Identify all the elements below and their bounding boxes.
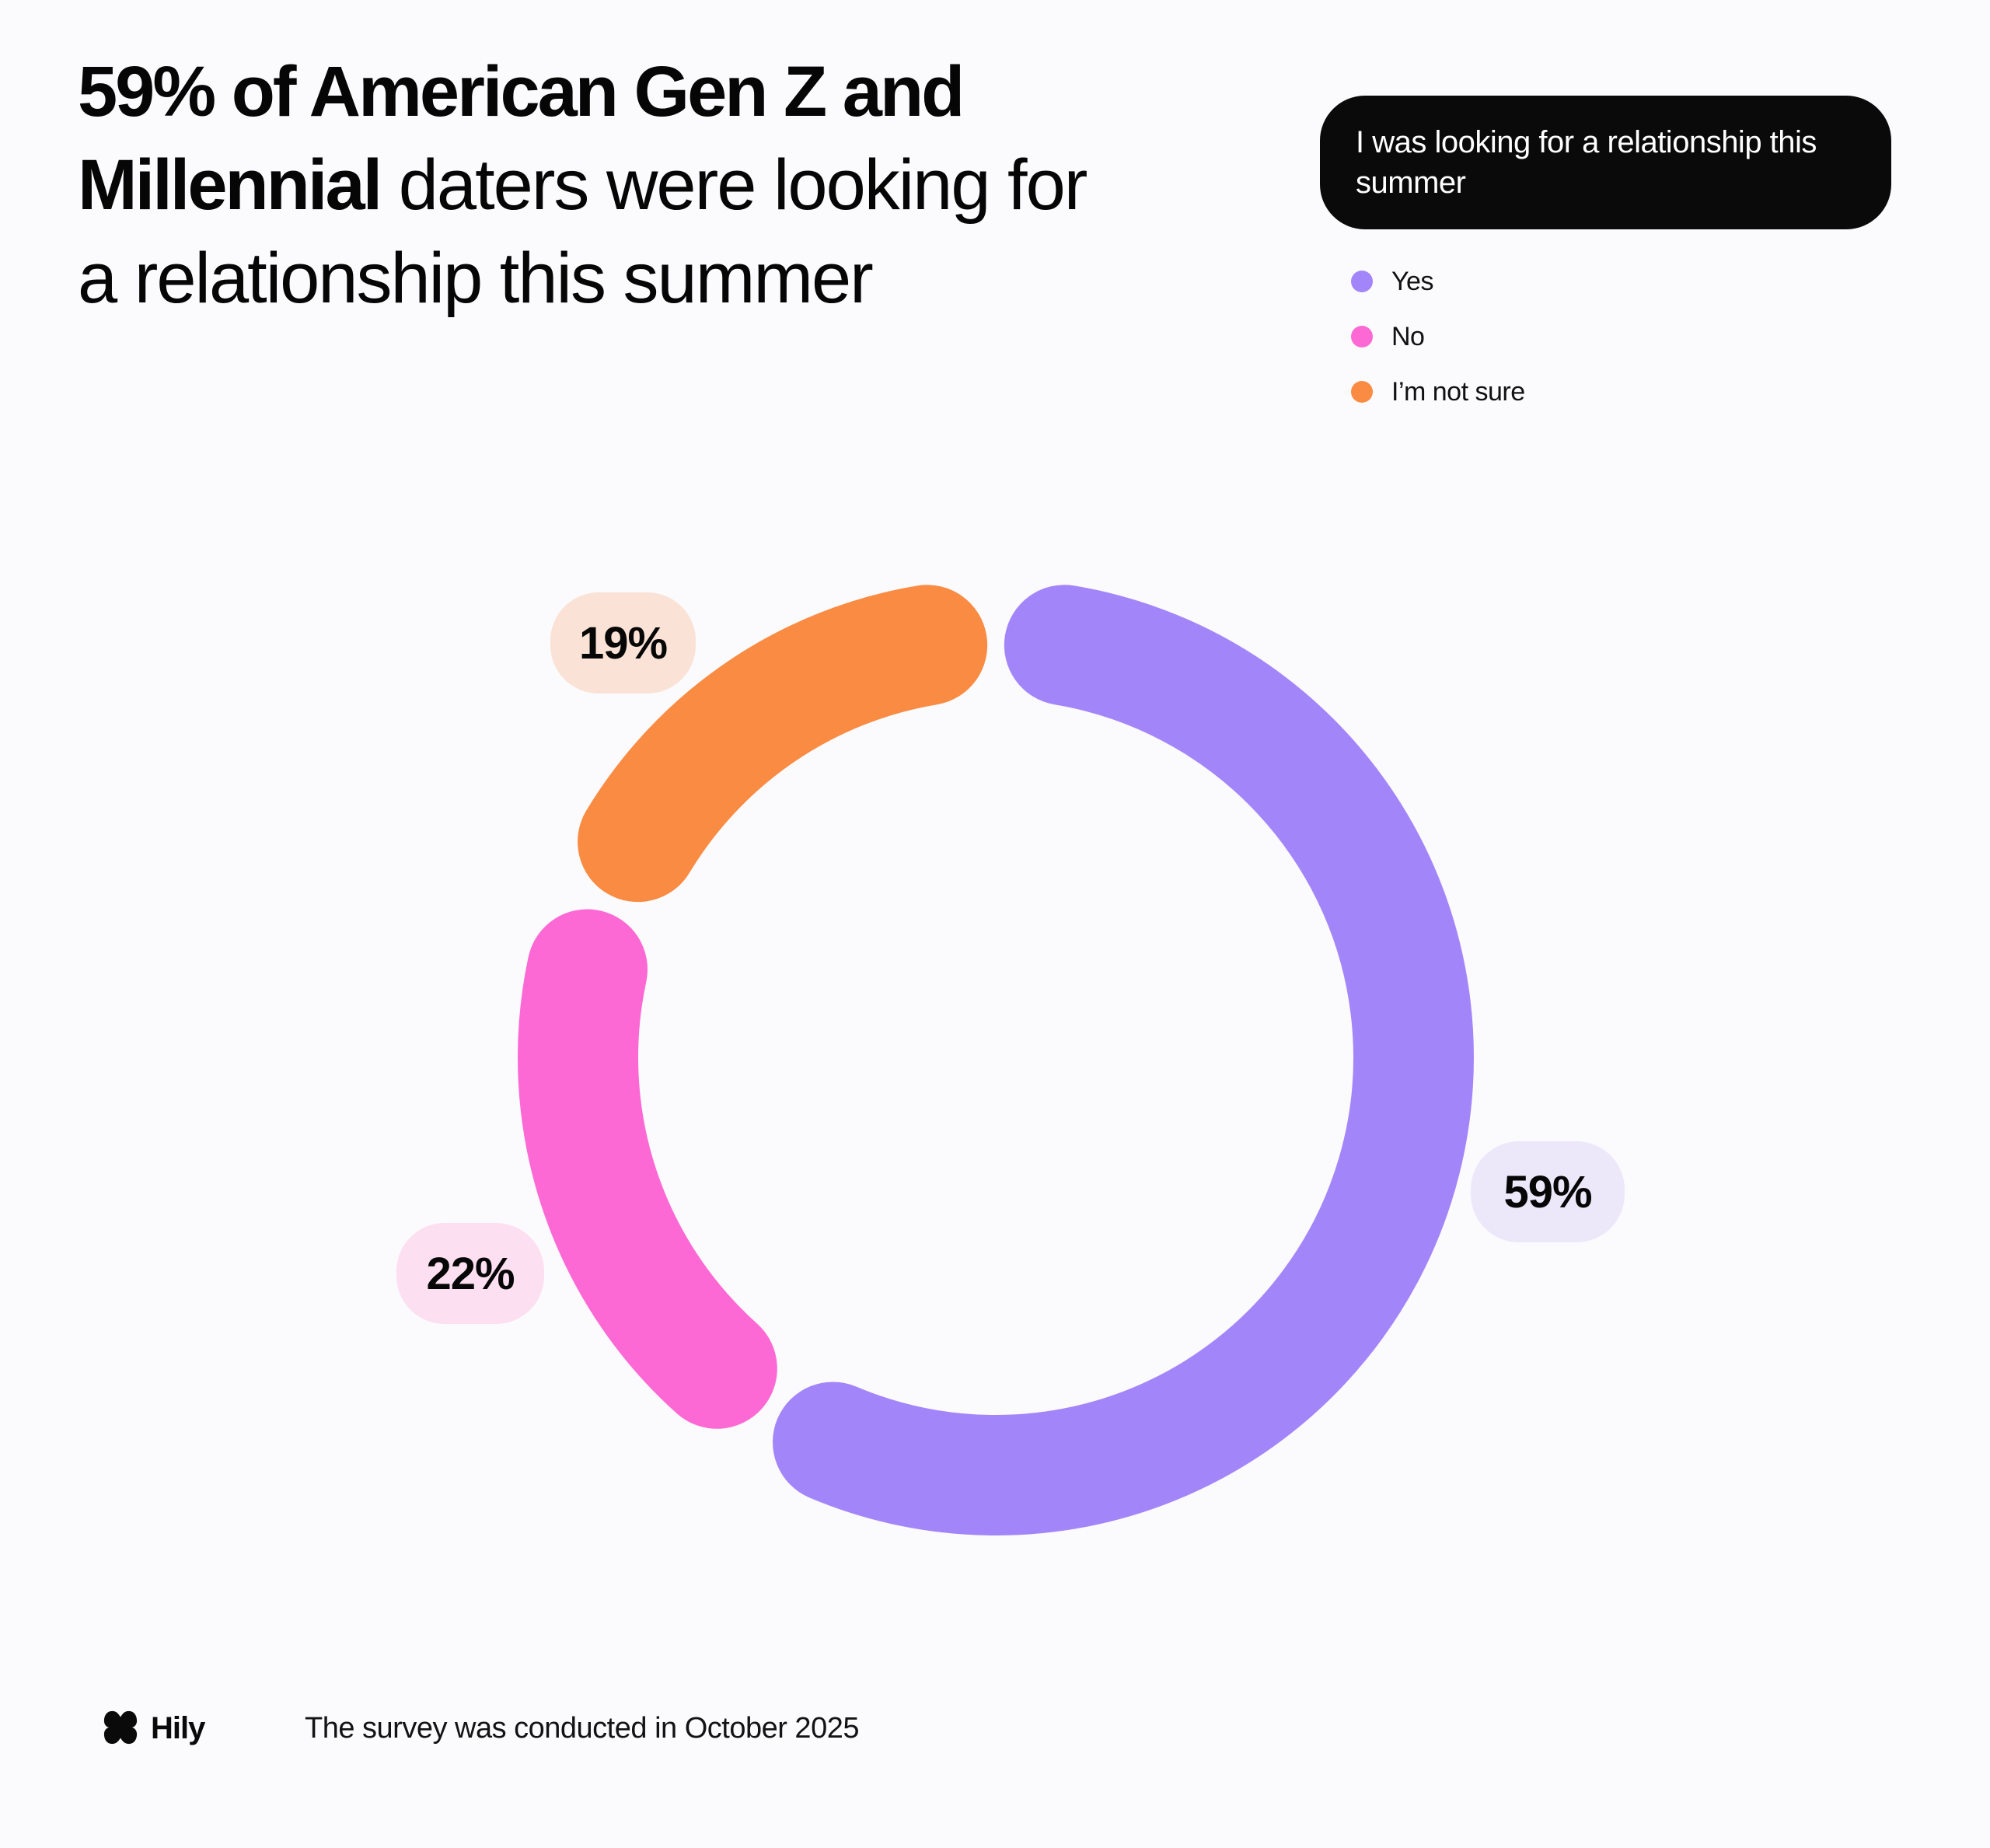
legend-label-not-sure: I’m not sure [1391, 376, 1525, 407]
legend-item-not-sure: I’m not sure [1351, 376, 1525, 407]
title-line-3: a relationship this summer [78, 239, 874, 318]
brand-wordmark: Hily [151, 1711, 205, 1745]
data-label-no: 22% [396, 1223, 544, 1324]
donut-segment-no [518, 909, 777, 1429]
title-line-2: Millennial daters were looking for [78, 145, 1088, 225]
legend-dot-not-sure-icon [1351, 381, 1373, 403]
legend-question-text: I was looking for a relationship this su… [1356, 125, 1817, 200]
legend-dot-yes-icon [1351, 271, 1373, 292]
data-label-yes: 59% [1471, 1141, 1625, 1242]
legend-item-yes: Yes [1351, 266, 1525, 296]
title-line-1: 59% of American Gen Z and [78, 52, 965, 131]
donut-chart-svg [518, 585, 1474, 1535]
hily-logo-icon [103, 1710, 138, 1745]
legend-question-panel: I was looking for a relationship this su… [1320, 96, 1891, 229]
donut-chart [452, 513, 1540, 1602]
data-label-not-sure: 19% [550, 592, 696, 693]
legend: Yes No I’m not sure [1351, 266, 1525, 407]
legend-dot-no-icon [1351, 326, 1373, 348]
page-title: 59% of American Gen Z and Millennial dat… [78, 45, 1290, 325]
legend-label-yes: Yes [1391, 266, 1433, 296]
survey-note: The survey was conducted in October 2025 [305, 1712, 859, 1745]
legend-label-no: No [1391, 321, 1425, 351]
donut-segment-i-m-not-sure [578, 585, 988, 903]
legend-item-no: No [1351, 321, 1525, 351]
donut-segment-yes [773, 585, 1474, 1535]
